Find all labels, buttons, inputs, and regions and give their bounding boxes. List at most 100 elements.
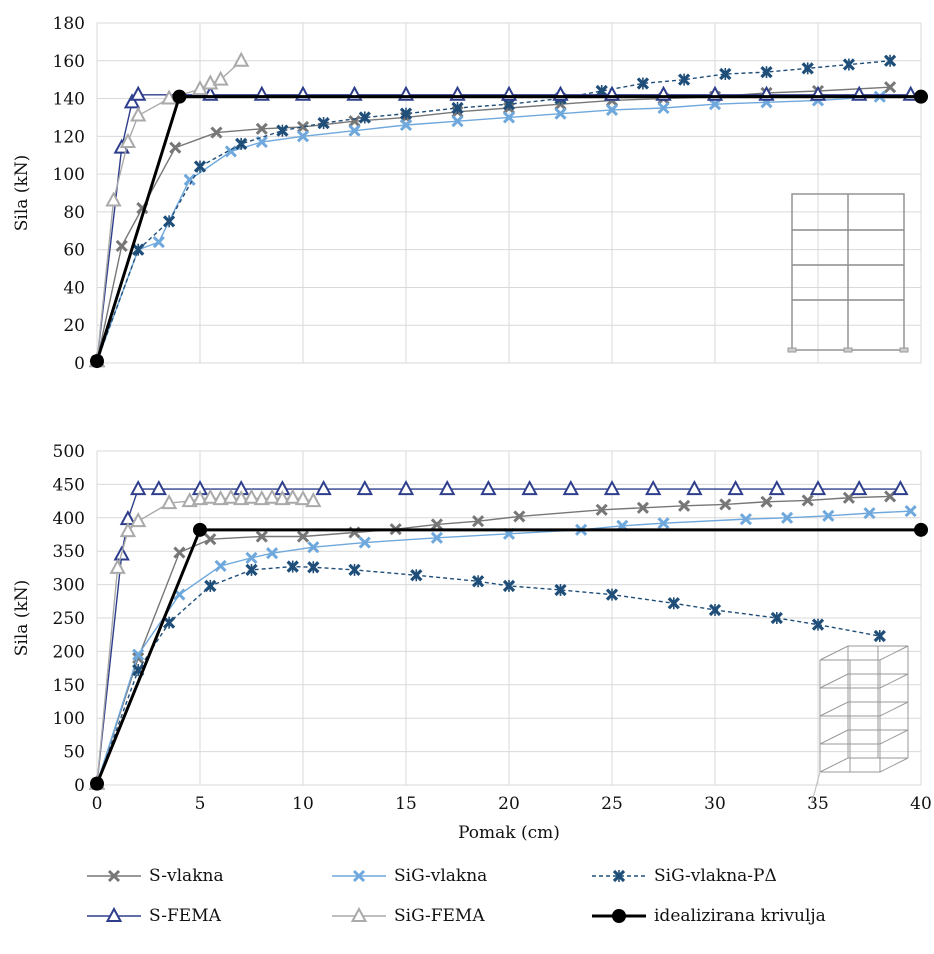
data-point bbox=[235, 137, 248, 151]
data-point bbox=[451, 115, 464, 128]
data-point bbox=[595, 503, 608, 516]
series-line bbox=[96, 60, 891, 362]
data-point bbox=[210, 126, 223, 139]
data-point bbox=[727, 479, 744, 496]
data-point bbox=[822, 509, 835, 522]
data-point bbox=[132, 648, 145, 661]
data-point bbox=[554, 583, 567, 597]
x-tick-label: 25 bbox=[601, 794, 623, 814]
legend-label: S-FEMA bbox=[149, 906, 221, 926]
data-point bbox=[193, 160, 207, 173]
data-point bbox=[439, 479, 456, 496]
y-tick-label: 140 bbox=[53, 90, 85, 110]
data-point bbox=[603, 479, 621, 496]
data-point bbox=[202, 488, 219, 504]
data-point bbox=[708, 603, 722, 617]
data-point bbox=[397, 479, 415, 496]
data-point bbox=[315, 479, 332, 496]
data-point bbox=[809, 479, 827, 496]
legend-marker bbox=[612, 909, 626, 923]
data-point bbox=[132, 243, 145, 256]
data-point bbox=[263, 488, 281, 504]
legend-item: S-FEMA bbox=[85, 902, 221, 930]
data-point bbox=[636, 77, 650, 90]
data-point bbox=[430, 531, 443, 544]
data-point bbox=[307, 541, 320, 554]
legend-item: SiG-FEMA bbox=[330, 902, 485, 930]
data-point bbox=[851, 479, 868, 496]
data-point bbox=[160, 494, 178, 510]
data-point bbox=[305, 492, 322, 508]
data-point bbox=[657, 517, 670, 530]
data-point bbox=[253, 489, 270, 506]
data-point bbox=[243, 488, 260, 504]
y-tick-label: 160 bbox=[53, 52, 85, 72]
data-point bbox=[399, 107, 413, 120]
data-point bbox=[109, 558, 126, 574]
data-point bbox=[255, 530, 268, 543]
series-line bbox=[96, 565, 880, 784]
series-line bbox=[96, 510, 911, 784]
data-point bbox=[105, 191, 122, 207]
data-point bbox=[90, 776, 104, 791]
y-tick-label: 50 bbox=[63, 743, 85, 763]
data-point bbox=[399, 118, 413, 132]
y-tick-label: 60 bbox=[63, 241, 85, 261]
y-tick-label: 200 bbox=[53, 642, 85, 662]
bottom-chart-panel: 0 50 100 150 200 250 300 350 400 450 500 0 5 10 15 20 25… bbox=[12, 442, 932, 843]
x-tick-label: 5 bbox=[195, 794, 206, 814]
data-point bbox=[191, 489, 209, 506]
y-tick-label: 150 bbox=[53, 676, 85, 696]
data-point bbox=[781, 511, 794, 524]
data-point bbox=[358, 536, 371, 549]
data-point bbox=[307, 561, 320, 574]
series-line bbox=[96, 60, 242, 362]
data-point bbox=[169, 141, 182, 154]
data-point bbox=[842, 58, 856, 71]
data-point bbox=[760, 65, 773, 79]
legend-swatch bbox=[592, 909, 646, 923]
y-tick-label: 180 bbox=[53, 14, 85, 34]
legend-label: SiG-vlakna bbox=[394, 866, 488, 886]
data-point bbox=[605, 588, 619, 601]
data-point bbox=[162, 215, 176, 228]
series-line bbox=[96, 488, 901, 784]
data-point bbox=[770, 611, 783, 625]
data-point bbox=[222, 488, 240, 504]
data-point bbox=[130, 479, 147, 496]
data-point bbox=[214, 559, 227, 572]
data-point bbox=[513, 510, 526, 523]
data-point bbox=[294, 489, 312, 506]
data-point bbox=[554, 107, 567, 120]
data-point bbox=[502, 111, 516, 124]
data-point bbox=[193, 522, 207, 537]
data-point bbox=[914, 89, 928, 104]
data-point bbox=[719, 67, 732, 81]
data-point bbox=[562, 479, 579, 496]
data-point bbox=[605, 103, 619, 116]
data-point bbox=[719, 498, 732, 511]
data-point bbox=[233, 489, 250, 506]
data-point bbox=[914, 522, 928, 537]
data-point bbox=[123, 93, 141, 109]
data-point bbox=[677, 73, 691, 86]
y-tick-label: 0 bbox=[74, 354, 85, 374]
data-point bbox=[286, 560, 299, 573]
data-point bbox=[811, 618, 825, 631]
x-tick-label: 35 bbox=[807, 794, 829, 814]
data-point bbox=[296, 120, 310, 133]
legend-marker bbox=[612, 869, 626, 883]
data-point bbox=[119, 522, 137, 538]
data-point bbox=[204, 579, 217, 593]
data-point bbox=[130, 512, 147, 528]
legend-swatch bbox=[332, 869, 386, 883]
top-chart-panel: 0 20 40 60 80 100 120 140 160 180 Sila (kN) bbox=[12, 14, 928, 374]
y-tick-label: 400 bbox=[53, 509, 85, 529]
legend-item: S-vlakna bbox=[85, 862, 224, 890]
data-point bbox=[212, 489, 229, 506]
data-point bbox=[245, 551, 258, 564]
data-point bbox=[430, 518, 443, 531]
y-tick-label: 300 bbox=[53, 576, 85, 596]
legend-swatch bbox=[87, 906, 141, 922]
